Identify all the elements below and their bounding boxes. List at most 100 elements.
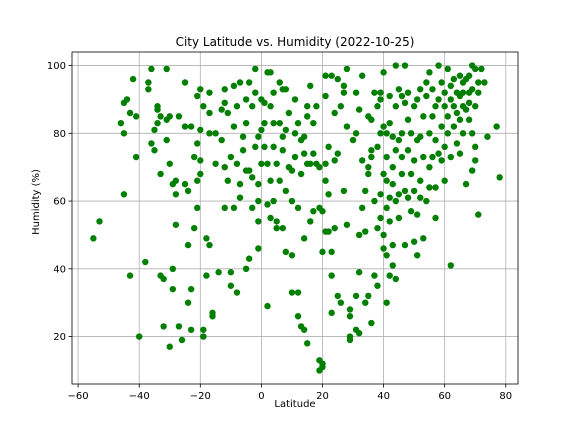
data-point [221, 204, 228, 212]
data-point [365, 292, 372, 300]
data-point [322, 160, 329, 167]
data-point [242, 119, 250, 127]
data-point [472, 65, 479, 73]
data-point [242, 265, 250, 273]
x-tick-label: 80 [499, 391, 512, 402]
data-point [252, 89, 259, 96]
data-point [233, 289, 241, 296]
data-point [239, 147, 247, 154]
data-point [328, 272, 335, 279]
data-point [392, 147, 400, 154]
data-point [288, 197, 296, 205]
data-point [172, 177, 180, 184]
data-point [395, 214, 403, 222]
data-point [255, 218, 262, 225]
data-point [123, 96, 131, 103]
data-point [334, 75, 341, 83]
data-point [426, 69, 433, 76]
data-point [157, 170, 164, 178]
data-point [194, 92, 201, 100]
data-point [383, 299, 390, 306]
data-point [197, 126, 204, 134]
data-point [444, 65, 451, 73]
data-point [230, 123, 238, 130]
data-point [255, 245, 262, 252]
data-point [163, 65, 170, 73]
data-point [212, 160, 219, 167]
x-axis-label: Latitude [274, 399, 315, 410]
data-point [359, 72, 366, 79]
data-point [365, 170, 372, 178]
data-point [126, 272, 134, 279]
data-point [401, 62, 409, 69]
data-point [420, 153, 427, 161]
chart-title: City Latitude vs. Humidity (2022-10-25) [176, 35, 415, 49]
y-tick-label: 20 [53, 332, 66, 343]
data-point [346, 313, 354, 320]
data-point [420, 113, 427, 120]
data-point [423, 92, 430, 100]
data-point [407, 130, 415, 137]
data-point [386, 119, 393, 127]
data-point [233, 160, 241, 167]
data-point [267, 69, 274, 76]
data-point [233, 103, 241, 110]
data-point [300, 235, 308, 242]
data-point [447, 96, 454, 103]
data-point [392, 197, 400, 205]
data-point [355, 269, 363, 276]
data-point [203, 235, 210, 242]
data-point [96, 218, 103, 225]
data-point [380, 231, 387, 239]
data-point [459, 130, 467, 137]
data-point [300, 133, 308, 140]
data-point [407, 170, 415, 178]
data-point [160, 275, 167, 283]
x-axis-ticks: −60 −40 −20 0 20 40 60 80 [68, 384, 512, 402]
data-point [151, 126, 158, 134]
data-point [389, 262, 396, 269]
data-point [288, 167, 296, 174]
data-point [435, 96, 442, 103]
data-point [398, 170, 406, 178]
data-point [368, 147, 375, 154]
data-point [362, 299, 369, 306]
data-point [264, 201, 271, 208]
data-point [224, 177, 231, 184]
data-point [404, 194, 412, 201]
data-point [380, 69, 387, 76]
data-point [282, 248, 290, 256]
data-point [166, 160, 173, 167]
data-point [175, 323, 183, 330]
data-point [377, 191, 384, 198]
data-point [355, 329, 363, 337]
data-point [120, 130, 128, 137]
data-point [206, 130, 213, 137]
data-points [90, 62, 503, 374]
data-point [291, 130, 299, 137]
data-point [267, 103, 274, 110]
data-point [377, 214, 384, 222]
data-point [145, 79, 152, 86]
data-point [359, 204, 366, 212]
data-point [365, 163, 372, 171]
data-point [377, 130, 384, 137]
data-point [465, 99, 473, 107]
data-point [270, 197, 277, 205]
data-point [337, 103, 345, 110]
data-point [267, 214, 274, 222]
data-point [493, 123, 500, 130]
data-point [447, 153, 454, 161]
data-point [319, 248, 326, 256]
data-point [282, 86, 290, 93]
data-point [276, 177, 283, 184]
data-point [304, 103, 311, 110]
data-point [215, 269, 222, 276]
data-point [252, 65, 259, 73]
data-point [194, 204, 201, 212]
data-point [392, 275, 400, 283]
data-point [380, 245, 387, 252]
data-point [423, 79, 430, 86]
data-point [273, 160, 280, 167]
data-point [340, 187, 348, 195]
